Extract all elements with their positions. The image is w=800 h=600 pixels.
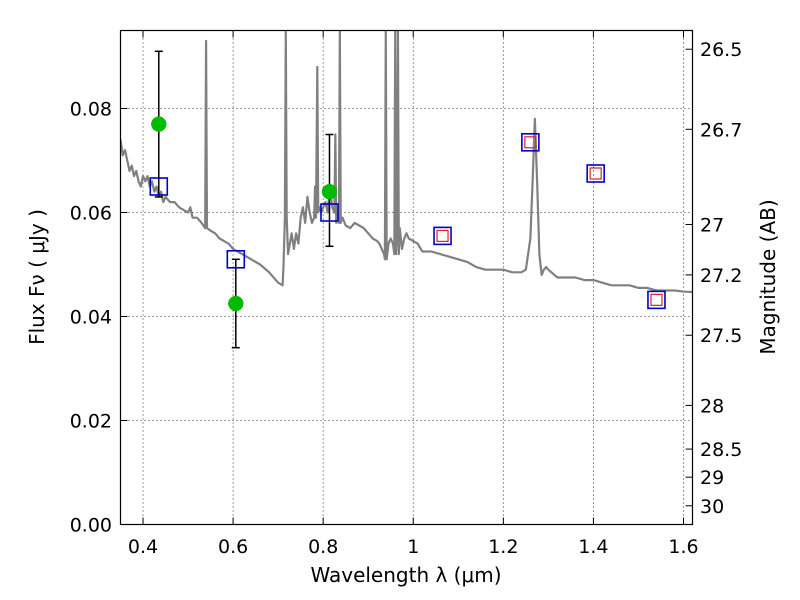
x-tick-label: 1.4 — [578, 536, 608, 558]
y-tick-label: 0.04 — [70, 307, 112, 329]
model-photometry-inner-square — [589, 167, 602, 180]
model-spectrum-line — [120, 30, 693, 294]
plot-frame — [119, 29, 694, 526]
x-tick-label: 1.2 — [488, 536, 518, 558]
observed-photometry-point — [228, 295, 244, 312]
y-tick-label: 0.02 — [70, 411, 112, 433]
right-tick-label: 28.5 — [700, 439, 742, 461]
right-tick-label: 27.2 — [700, 265, 742, 287]
model-photometry-square — [586, 164, 605, 183]
x-tick-label: 1.6 — [668, 536, 698, 558]
x-tick-label: 0.6 — [218, 536, 248, 558]
right-tick-label: 30 — [700, 496, 724, 518]
observed-photometry-point — [151, 116, 167, 132]
model-photometry-square — [149, 177, 169, 196]
y-tick-label: 0.06 — [70, 203, 112, 225]
model-photometry-square — [433, 226, 452, 246]
x-axis-label: Wavelength λ (μm) — [310, 563, 501, 587]
model-photometry-inner-square — [436, 229, 449, 242]
axis-ticks: 0.4 0.6 0.8 1 1.2 1.4 1.6 0.00 0.02 0.04 0.06 0.08 2… — [70, 30, 742, 558]
x-tick-label: 0.8 — [308, 536, 338, 558]
right-tick-label: 28 — [700, 395, 724, 417]
right-tick-label: 29 — [700, 467, 724, 489]
model-photometry-square — [320, 203, 339, 222]
x-tick-label: 0.4 — [128, 536, 158, 558]
right-tick-label: 27 — [700, 214, 724, 236]
model-photometry-inner-square — [650, 293, 663, 306]
right-tick-label: 26.5 — [700, 39, 742, 61]
right-axis-label: Magnitude (AB) — [756, 199, 780, 354]
y-tick-label: 0.00 — [70, 515, 112, 537]
model-photometry-square — [647, 290, 666, 310]
y-tick-label: 0.08 — [70, 99, 112, 121]
y-axis-label: Flux Fν ( μJy ) — [25, 209, 49, 345]
right-tick-label: 26.7 — [700, 119, 742, 141]
observed-photometry-point — [321, 183, 338, 200]
model-photometry-square — [226, 250, 246, 269]
plot-area — [120, 30, 693, 349]
model-photometry-inner-square — [524, 136, 537, 149]
right-tick-label: 27.5 — [700, 325, 742, 347]
x-tick-label: 1 — [407, 536, 419, 558]
model-photometry-square — [521, 133, 540, 152]
